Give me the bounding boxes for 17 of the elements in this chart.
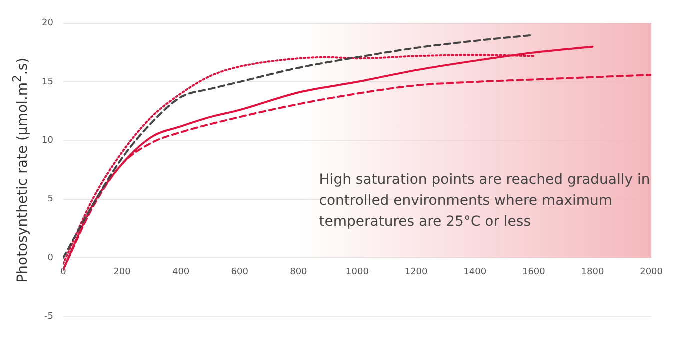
x-tick-label: 600	[231, 268, 249, 278]
x-tick-label: 800	[290, 268, 308, 278]
y-tick-label: 10	[42, 136, 54, 146]
x-tick-label: 1000	[346, 268, 370, 278]
x-tick-label: 200	[114, 268, 132, 278]
y-tick-label: -5	[44, 312, 54, 322]
x-tick-label: 1400	[464, 268, 487, 278]
annotation: High saturation points are reached gradually in controlled environments where maximum temperatures are 25°C or less	[319, 172, 650, 230]
x-tick-label: 1200	[404, 268, 428, 278]
y-tick-label: 0	[48, 253, 54, 264]
x-tick-label: 1800	[581, 268, 604, 278]
y-tick-label: 20	[42, 18, 54, 29]
y-tick-label: 15	[42, 77, 54, 88]
x-tick-label: 400	[172, 268, 190, 278]
y-tick-label: 5	[48, 194, 54, 205]
x-tick-label: 2000	[640, 268, 664, 278]
x-tick-label: 1600	[522, 268, 546, 278]
